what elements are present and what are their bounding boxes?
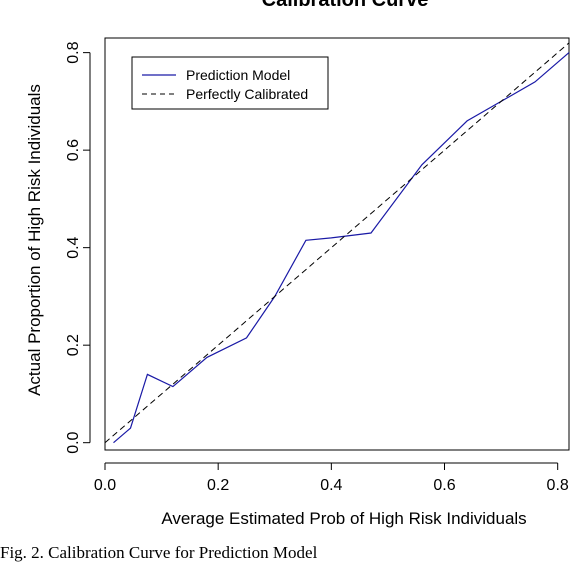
series-layer <box>104 42 570 444</box>
plot-frame <box>104 37 570 451</box>
figure-caption: Fig. 2. Calibration Curve for Prediction… <box>0 543 318 562</box>
y-tick-label: 0.8 <box>65 41 82 63</box>
x-tick-label: 0.2 <box>207 477 229 494</box>
x-axis: 0.0 0.2 0.4 0.6 0.8 <box>94 462 569 494</box>
x-tick-label: 0.4 <box>320 477 342 494</box>
x-tick-label: 0.8 <box>547 477 569 494</box>
legend: Prediction Model Perfectly Calibrated <box>131 56 329 110</box>
legend-label-prediction-model: Prediction Model <box>186 67 290 83</box>
x-tick-label: 0.6 <box>433 477 455 494</box>
y-axis-label: Actual Proportion of High Risk Individua… <box>25 84 44 396</box>
series-line-prediction-model <box>113 52 570 444</box>
y-tick-label: 0.2 <box>65 334 82 356</box>
legend-label-perfectly-calibrated: Perfectly Calibrated <box>186 86 308 102</box>
legend-box <box>131 56 329 110</box>
series-line-perfectly-calibrated <box>104 42 570 444</box>
y-tick-label: 0.6 <box>65 139 82 161</box>
x-tick-label: 0.0 <box>94 477 116 494</box>
y-tick-label: 0.4 <box>65 236 82 258</box>
y-tick-label: 0.0 <box>65 431 82 453</box>
x-axis-label: Average Estimated Prob of High Risk Indi… <box>161 509 526 528</box>
y-axis: 0.0 0.2 0.4 0.6 0.8 <box>65 41 91 454</box>
chart-title: Calibration Curve <box>262 0 429 11</box>
